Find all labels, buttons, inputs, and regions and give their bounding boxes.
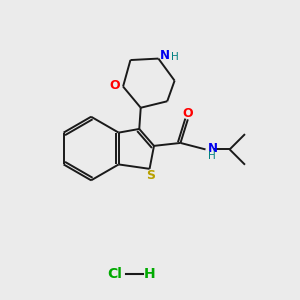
Text: H: H <box>144 267 156 281</box>
Text: H: H <box>171 52 178 62</box>
Text: N: N <box>160 49 170 62</box>
Text: O: O <box>110 79 120 92</box>
Text: S: S <box>146 169 155 182</box>
Text: H: H <box>208 151 215 161</box>
Text: Cl: Cl <box>107 267 122 281</box>
Text: N: N <box>208 142 218 155</box>
Text: O: O <box>182 107 193 120</box>
